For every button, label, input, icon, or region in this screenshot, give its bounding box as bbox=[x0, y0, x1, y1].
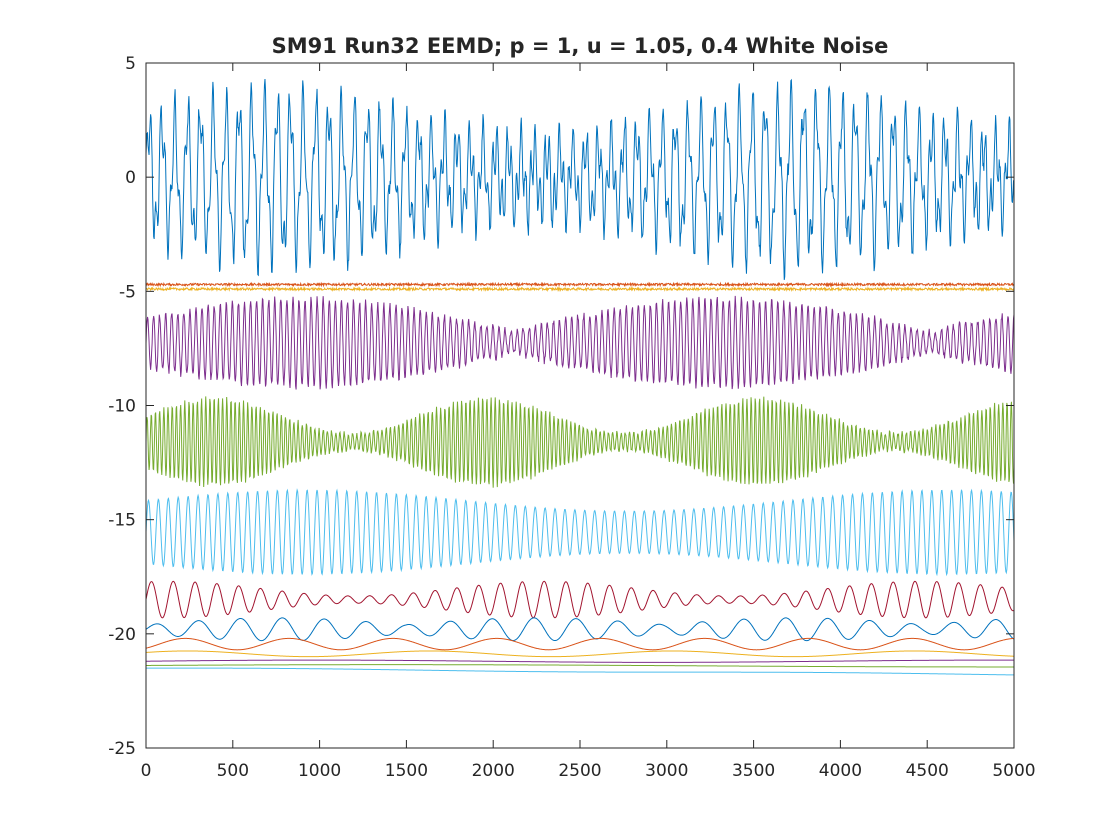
y-tick-label: 0 bbox=[125, 168, 136, 188]
y-tick-label: -20 bbox=[108, 625, 136, 645]
series-line-6 bbox=[145, 488, 1015, 577]
series-line-7 bbox=[145, 580, 1015, 619]
y-tick-label: -15 bbox=[108, 511, 136, 531]
plot-area bbox=[146, 63, 1014, 748]
series-line-9 bbox=[145, 637, 1015, 651]
series-line-4 bbox=[145, 295, 1015, 390]
x-tick-label: 4000 bbox=[819, 761, 862, 781]
x-tick-label: 5000 bbox=[992, 761, 1035, 781]
y-tick-label: -5 bbox=[119, 282, 136, 302]
axes-layer: 0 500 1000 1500 2000 2500 3000 3500 4000 4500 5000… bbox=[108, 54, 1035, 781]
series-line-11 bbox=[146, 659, 1014, 663]
series-line-8 bbox=[145, 617, 1015, 642]
series-layer bbox=[145, 78, 1015, 676]
x-tick-label: 2500 bbox=[558, 761, 601, 781]
x-tick-label: 1500 bbox=[385, 761, 428, 781]
series-line-2 bbox=[145, 281, 1015, 288]
series-line-10 bbox=[145, 650, 1015, 658]
y-tick-label: -25 bbox=[108, 739, 136, 759]
x-tick-label: 4500 bbox=[906, 761, 949, 781]
series-line-13 bbox=[146, 667, 1014, 676]
y-tick-label: -10 bbox=[108, 397, 136, 417]
x-tick-label: 500 bbox=[217, 761, 249, 781]
x-tick-label: 0 bbox=[141, 761, 152, 781]
y-tick-label: 5 bbox=[125, 54, 136, 74]
x-tick-label: 2000 bbox=[472, 761, 515, 781]
series-line-12 bbox=[146, 664, 1014, 668]
x-tick-label: 3500 bbox=[732, 761, 775, 781]
series-line-5 bbox=[145, 396, 1015, 488]
x-tick-label: 3000 bbox=[645, 761, 688, 781]
x-tick-label: 1000 bbox=[298, 761, 341, 781]
plot-background bbox=[146, 63, 1014, 748]
chart-title: SM91 Run32 EEMD; p = 1, u = 1.05, 0.4 Wh… bbox=[272, 34, 889, 58]
series-line-3 bbox=[145, 285, 1015, 293]
series-line-1 bbox=[145, 78, 1015, 280]
